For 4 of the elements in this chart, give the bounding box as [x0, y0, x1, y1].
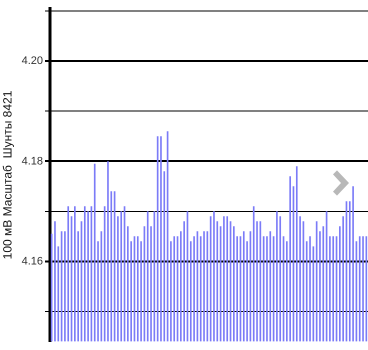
y-axis-title: 100 мВ Масштаб Шунты 8421	[0, 90, 15, 260]
y-tick-label: 4.20	[22, 55, 43, 68]
y-tick-label: 4.18	[22, 155, 43, 168]
y-tick-label: 4.16	[22, 255, 43, 268]
